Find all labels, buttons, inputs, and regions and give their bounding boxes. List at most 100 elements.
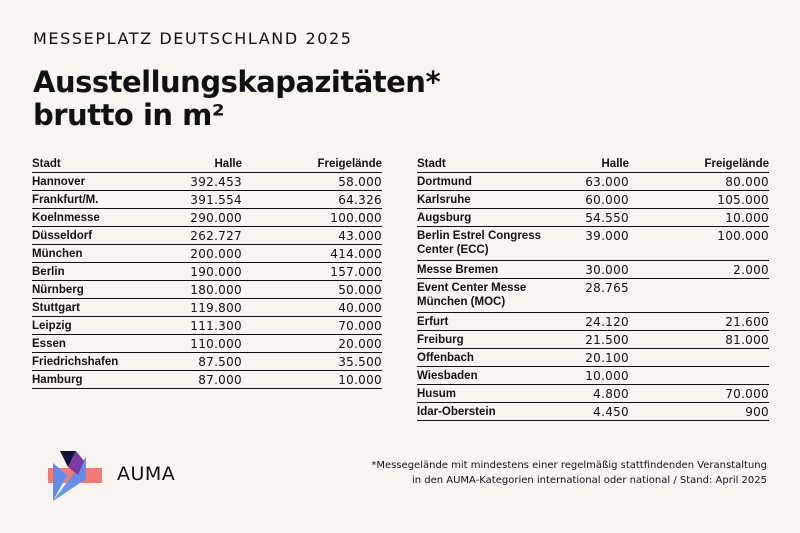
cell-outdoor: 105.000 [629,190,769,209]
cell-hall: 21.500 [549,330,629,349]
cell-city-line-2: Center (ECC) [417,244,489,256]
cell-city: Event Center Messe München (MOC) [417,278,549,313]
header-city: Stadt [32,154,152,173]
table-row: Wiesbaden 10.000 [417,366,769,385]
cell-city: Düsseldorf [32,226,152,245]
capacity-table-left: Stadt Halle Freigelände Hannover 392.453 5… [32,154,382,389]
cell-hall: 262.727 [152,226,242,245]
table-row: Berlin Estrel Congress Center (ECC) 39.0… [417,226,769,261]
cell-outdoor: 81.000 [629,330,769,349]
cell-hall: 10.000 [549,366,629,385]
cell-hall: 60.000 [549,190,629,209]
table-row: Friedrichshafen 87.500 35.500 [32,352,382,371]
cell-city: Augsburg [417,208,549,227]
table-row: Frankfurt/M. 391.554 64.326 [32,190,382,209]
cell-outdoor: 70.000 [629,384,769,403]
cell-hall: 39.000 [549,226,629,261]
cell-city: Frankfurt/M. [32,190,152,209]
table-row: Essen 110.000 20.000 [32,334,382,353]
cell-hall: 87.000 [152,370,242,389]
table-row: Hamburg 87.000 10.000 [32,370,382,389]
cell-city: Messe Bremen [417,260,549,279]
cell-hall: 119.800 [152,298,242,317]
cell-outdoor: 35.500 [242,352,382,371]
cell-city: Koelnmesse [32,208,152,227]
cell-hall: 290.000 [152,208,242,227]
table-row: Offenbach 20.100 [417,348,769,367]
table-row: Idar-Oberstein 4.450 900 [417,402,769,421]
header-hall: Halle [549,154,629,173]
cell-outdoor: 10.000 [629,208,769,227]
cell-city: Berlin Estrel Congress Center (ECC) [417,226,549,261]
table-row: Düsseldorf 262.727 43.000 [32,226,382,245]
table-row: Freiburg 21.500 81.000 [417,330,769,349]
cell-city: Freiburg [417,330,549,349]
cell-hall: 20.100 [549,348,629,367]
cell-city: Essen [32,334,152,353]
cell-outdoor: 21.600 [629,312,769,331]
cell-outdoor: 64.326 [242,190,382,209]
table-row: Koelnmesse 290.000 100.000 [32,208,382,227]
cell-outdoor: 100.000 [242,208,382,227]
cell-city: Hamburg [32,370,152,389]
cell-hall: 24.120 [549,312,629,331]
cell-outdoor: 157.000 [242,262,382,281]
footnote: *Messegelände mit mindestens einer regel… [371,458,767,488]
table-row: Berlin 190.000 157.000 [32,262,382,281]
auma-logo-icon [48,451,102,501]
kicker-title: MESSEPLATZ DEUTSCHLAND 2025 [33,29,353,48]
table-row: Leipzig 111.300 70.000 [32,316,382,335]
table-row: Dortmund 63.000 80.000 [417,172,769,191]
cell-city: Wiesbaden [417,366,549,385]
table-row: München 200.000 414.000 [32,244,382,263]
cell-outdoor: 414.000 [242,244,382,263]
table-row: Nürnberg 180.000 50.000 [32,280,382,299]
brand-name: AUMA [117,463,176,485]
cell-city: Dortmund [417,172,549,191]
cell-outdoor: 50.000 [242,280,382,299]
cell-outdoor: 80.000 [629,172,769,191]
cell-hall: 63.000 [549,172,629,191]
cell-hall: 87.500 [152,352,242,371]
cell-outdoor: 70.000 [242,316,382,335]
cell-hall: 200.000 [152,244,242,263]
cell-city: Idar-Oberstein [417,402,549,421]
table-header-row: Stadt Halle Freigelände [417,154,769,173]
cell-hall: 190.000 [152,262,242,281]
cell-hall: 111.300 [152,316,242,335]
table-row: Husum 4.800 70.000 [417,384,769,403]
cell-city: Stuttgart [32,298,152,317]
cell-outdoor: 2.000 [629,260,769,279]
table-row: Karlsruhe 60.000 105.000 [417,190,769,209]
header-city: Stadt [417,154,549,173]
table-header-row: Stadt Halle Freigelände [32,154,382,173]
table-row: Augsburg 54.550 10.000 [417,208,769,227]
cell-hall: 54.550 [549,208,629,227]
cell-outdoor: 900 [629,402,769,421]
header-outdoor: Freigelände [629,154,769,173]
page-title: Ausstellungskapazitäten* brutto in m² [33,65,441,132]
table-row: Erfurt 24.120 21.600 [417,312,769,331]
footnote-line-2: in den AUMA-Kategorien international ode… [411,475,767,486]
page-title-line-2: brutto in m² [33,98,225,132]
table-row: Hannover 392.453 58.000 [32,172,382,191]
table-row: Stuttgart 119.800 40.000 [32,298,382,317]
page-title-line-1: Ausstellungskapazitäten* [33,65,441,99]
cell-outdoor: 100.000 [629,226,769,261]
cell-city: Offenbach [417,348,549,367]
cell-city: Karlsruhe [417,190,549,209]
cell-city-line-2: München (MOC) [417,296,506,308]
cell-city: Hannover [32,172,152,191]
cell-hall: 391.554 [152,190,242,209]
table-row: Event Center Messe München (MOC) 28.765 [417,278,769,313]
cell-outdoor [629,348,769,367]
cell-outdoor [629,366,769,385]
cell-city: Nürnberg [32,280,152,299]
cell-outdoor: 58.000 [242,172,382,191]
cell-outdoor: 10.000 [242,370,382,389]
cell-hall: 180.000 [152,280,242,299]
cell-city: München [32,244,152,263]
cell-city: Husum [417,384,549,403]
cell-city: Leipzig [32,316,152,335]
table-row: Messe Bremen 30.000 2.000 [417,260,769,279]
